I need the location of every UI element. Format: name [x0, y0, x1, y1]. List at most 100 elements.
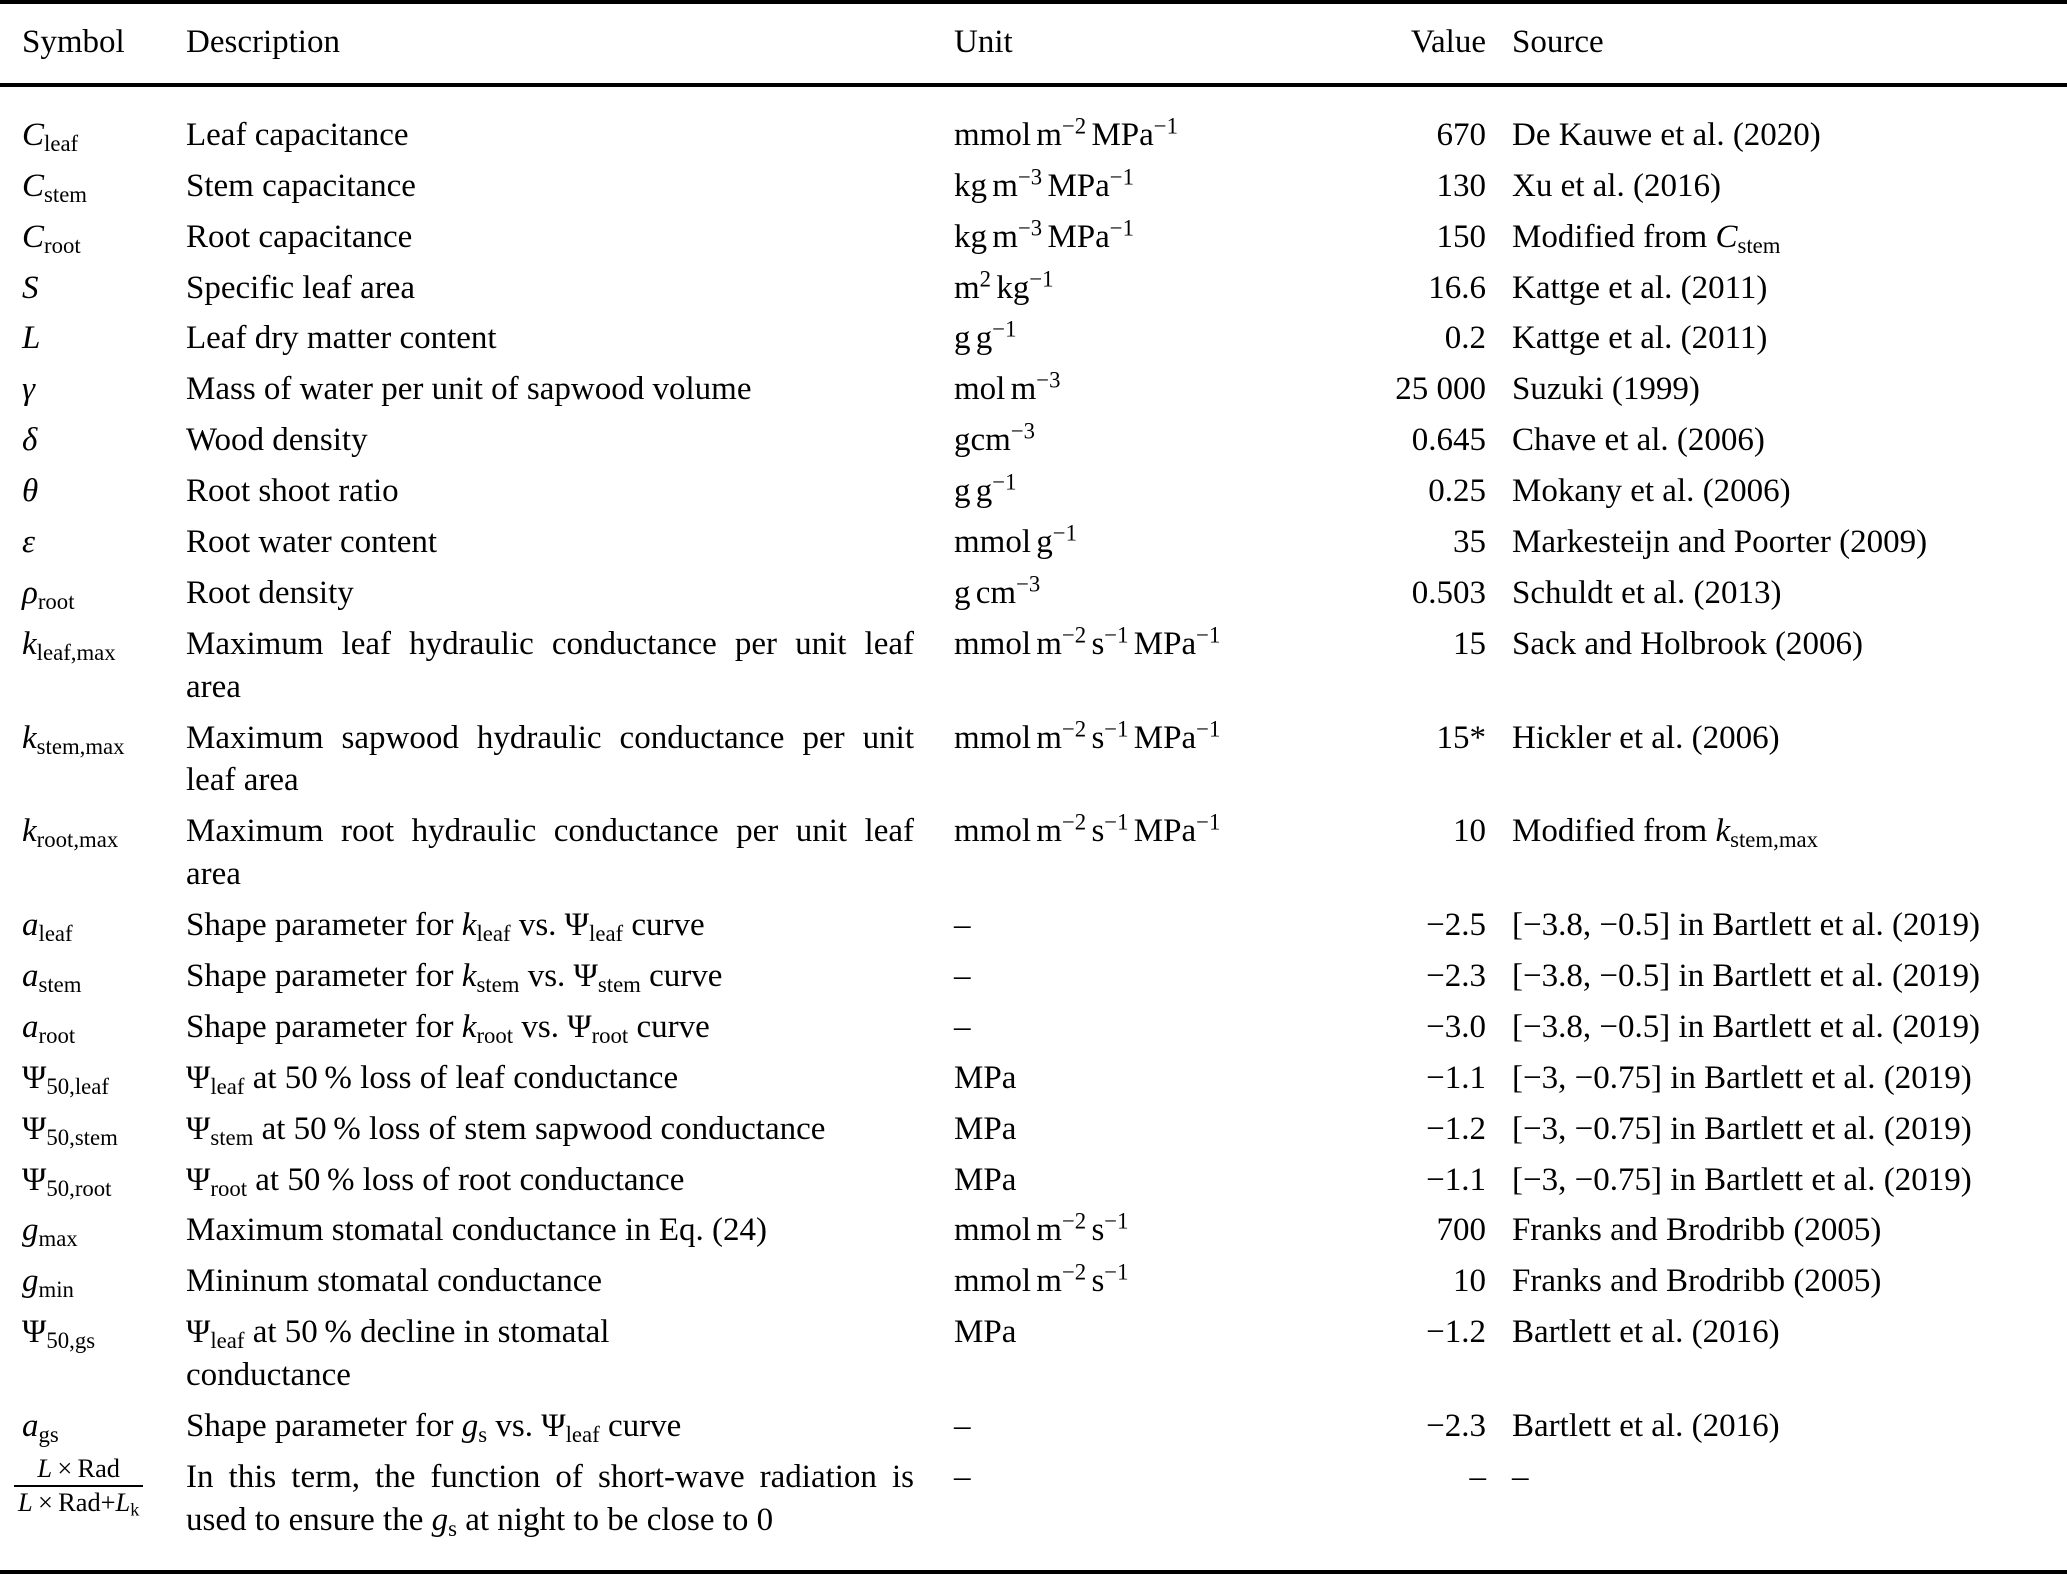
- row-description: Ψleaf at 50 % loss of leaf conductance: [186, 1059, 679, 1099]
- row-symbol: gmin: [22, 1263, 74, 1303]
- row-symbol: δ: [22, 422, 38, 459]
- row-unit: mmol g−1: [954, 520, 1078, 561]
- row-unit: –: [954, 958, 971, 995]
- row-symbol: Croot: [22, 218, 81, 258]
- row-symbol: aroot: [22, 1008, 76, 1048]
- table-row: gmax Maximum stomatal conductance in Eq.…: [0, 1209, 2067, 1260]
- row-description: Shape parameter for kroot vs. Ψroot curv…: [186, 1008, 710, 1048]
- row-source: [−3, −0.75] in Bartlett et al. (2019): [1512, 1059, 1972, 1096]
- table-row: Ψ50,leaf Ψleaf at 50 % loss of leaf cond…: [0, 1057, 2067, 1108]
- row-value: −1.2: [1426, 1110, 1486, 1147]
- row-value: 10: [1453, 1263, 1486, 1300]
- row-value: 35: [1453, 524, 1486, 561]
- table-row: δ Wood density gcm−3 0.645 Chave et al. …: [0, 419, 2067, 470]
- row-source: [−3.8, −0.5] in Bartlett et al. (2019): [1512, 958, 1980, 995]
- table-row: θ Root shoot ratio g g−1 0.25 Mokany et a…: [0, 470, 2067, 521]
- table-row: Croot Root capacitance kg m−3 MPa−1 150 Mo…: [0, 216, 2067, 267]
- table-row: aleaf Shape parameter for kleaf vs. Ψlea…: [0, 904, 2067, 955]
- fraction-numerator: L × Rad: [37, 1452, 120, 1483]
- row-value: −1.1: [1426, 1059, 1486, 1096]
- row-unit: MPa: [954, 1161, 1017, 1198]
- row-unit: MPa: [954, 1059, 1017, 1096]
- row-symbol: θ: [22, 473, 39, 510]
- table-row: Ψ50,stem Ψstem at 50 % loss of stem sapw…: [0, 1108, 2067, 1159]
- row-description: Leaf dry matter content: [186, 320, 497, 357]
- row-value: 670: [1436, 116, 1487, 153]
- row-value: 10: [1453, 813, 1486, 850]
- column-header-value: Value: [1372, 0, 1512, 87]
- row-description: Wood density: [186, 422, 368, 459]
- table-row: kroot,max Maximum root hydraulic conduct…: [0, 810, 2067, 904]
- row-value: −2.3: [1426, 958, 1486, 995]
- row-unit: –: [954, 1008, 971, 1045]
- table-row: Cstem Stem capacitance kg m−3 MPa−1 130 Xu…: [0, 165, 2067, 216]
- row-description: Shape parameter for gs vs. Ψleaf curve: [186, 1408, 682, 1447]
- row-description: Maximum stomatal conductance in Eq. (24): [186, 1212, 768, 1249]
- row-value: 0.25: [1428, 473, 1486, 510]
- row-symbol: Cstem: [22, 167, 88, 207]
- row-source: Chave et al. (2006): [1512, 422, 1765, 459]
- table-body: Cleaf Leaf capacitance mmol m−2 MPa−1 670 …: [0, 85, 2067, 1572]
- row-unit: g g−1: [954, 469, 1017, 510]
- column-header-source: Source: [1512, 0, 2067, 87]
- row-description: Maximum root hydraulic conductance per u…: [186, 813, 914, 893]
- row-source: Xu et al. (2016): [1512, 167, 1721, 204]
- row-symbol: ε: [22, 524, 36, 561]
- row-value: −1.2: [1426, 1314, 1486, 1351]
- table-row: aroot Shape parameter for kroot vs. Ψroo…: [0, 1006, 2067, 1057]
- row-unit: kg m−3 MPa−1: [954, 164, 1135, 204]
- row-description: Shape parameter for kstem vs. Ψstem curv…: [186, 958, 723, 997]
- row-value: 15*: [1436, 719, 1487, 756]
- row-description: In this term, the function of short-wave…: [186, 1458, 914, 1541]
- row-value: 25 000: [1395, 371, 1486, 408]
- row-description: Stem capacitance: [186, 167, 416, 204]
- row-symbol: L: [22, 320, 41, 357]
- row-source: Markesteijn and Poorter (2009): [1512, 524, 1928, 561]
- row-unit: mmol m−2 s−1: [954, 1209, 1129, 1249]
- row-description: Ψroot at 50 % loss of root conductance: [186, 1161, 685, 1201]
- row-source: Bartlett et al. (2016): [1512, 1314, 1780, 1351]
- row-symbol: gmax: [22, 1212, 78, 1252]
- row-source: Modified from kstem,max: [1512, 813, 1819, 853]
- row-value: 130: [1436, 167, 1487, 204]
- table-row: ρroot Root density g cm−3 0.503 Schuldt e…: [0, 572, 2067, 623]
- row-description: Root shoot ratio: [186, 473, 399, 510]
- row-source: Kattge et al. (2011): [1512, 269, 1768, 306]
- column-header-symbol: Symbol: [0, 0, 186, 87]
- row-description: Leaf capacitance: [186, 116, 409, 153]
- row-value: 0.645: [1411, 422, 1486, 459]
- row-source: Franks and Brodribb (2005): [1512, 1212, 1882, 1249]
- row-unit: g g−1: [954, 317, 1017, 357]
- row-unit: mmol m−2 s−1 MPa−1: [954, 809, 1221, 850]
- row-unit: m2 kg−1: [954, 266, 1054, 306]
- table-row: ags Shape parameter for gs vs. Ψleaf cur…: [0, 1405, 2067, 1456]
- row-source: [−3, −0.75] in Bartlett et al. (2019): [1512, 1110, 1972, 1147]
- row-unit: –: [954, 907, 971, 944]
- row-unit: MPa: [954, 1110, 1017, 1147]
- row-description: Mininum stomatal conductance: [186, 1263, 603, 1300]
- row-description: Ψstem at 50 % loss of stem sapwood condu…: [186, 1110, 826, 1150]
- row-unit: mmol m−2 s−1 MPa−1: [954, 622, 1221, 662]
- row-source: [−3.8, −0.5] in Bartlett et al. (2019): [1512, 1008, 1980, 1045]
- row-value: −1.1: [1426, 1161, 1486, 1198]
- row-value: 150: [1436, 218, 1487, 255]
- row-source: Schuldt et al. (2013): [1512, 574, 1782, 611]
- row-symbol: S: [22, 269, 39, 306]
- row-value: −3.0: [1426, 1008, 1486, 1045]
- row-symbol: kstem,max: [22, 719, 125, 759]
- table-row: kleaf,max Maximum leaf hydraulic conduct…: [0, 623, 2067, 717]
- table-header: Symbol Description Unit Value Source: [0, 0, 2067, 87]
- table-row: L Leaf dry matter content g g−1 0.2 Kattg…: [0, 317, 2067, 368]
- row-symbol: kroot,max: [22, 813, 119, 853]
- row-symbol: ρroot: [22, 574, 75, 614]
- row-description: Shape parameter for kleaf vs. Ψleaf curv…: [186, 907, 705, 947]
- row-symbol: astem: [22, 958, 82, 997]
- row-description: Root density: [186, 574, 354, 611]
- row-symbol: aleaf: [22, 907, 73, 947]
- row-unit: kg m−3 MPa−1: [954, 215, 1135, 255]
- row-unit: gcm−3: [954, 418, 1036, 459]
- table-row: kstem,max Maximum sapwood hydraulic cond…: [0, 717, 2067, 811]
